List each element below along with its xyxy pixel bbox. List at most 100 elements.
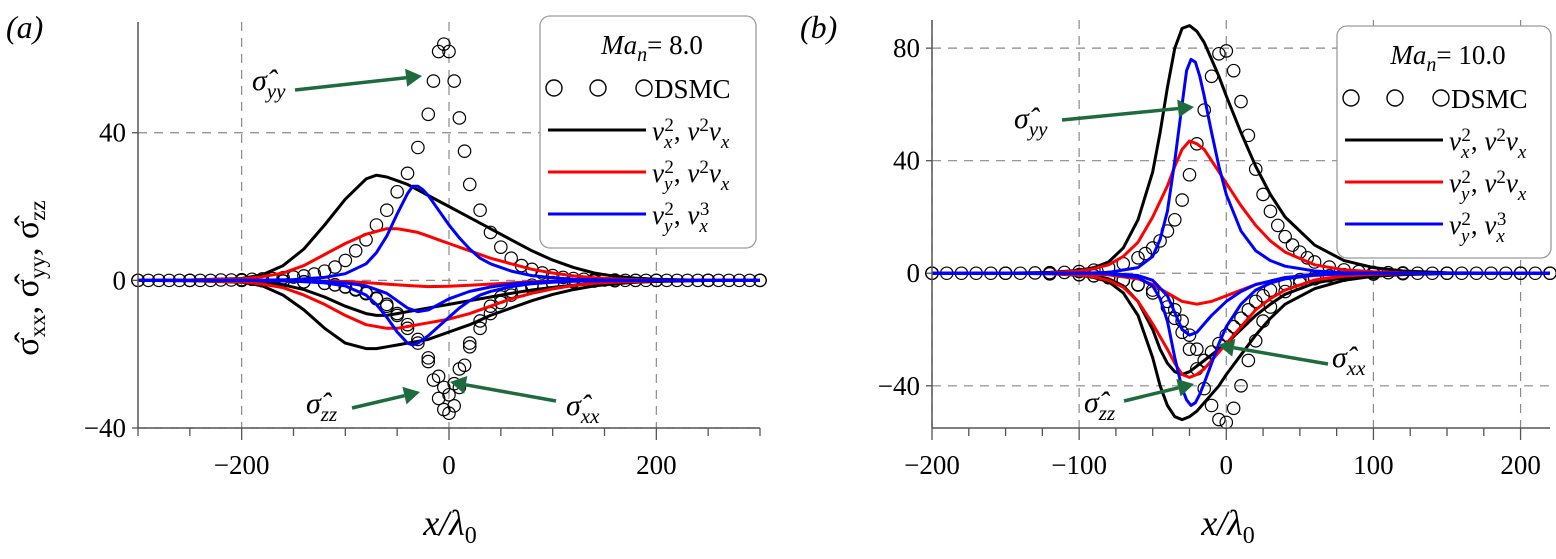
dsmc-point [400, 166, 415, 181]
series-line-yy [932, 139, 1550, 275]
annotation-label: σ̂yy [1014, 102, 1048, 141]
dsmc-point [1219, 44, 1234, 58]
x-tick-label: −100 [1051, 450, 1107, 480]
legend-box [539, 15, 757, 249]
y-tick-label: 80 [893, 33, 920, 63]
dsmc-point [1212, 412, 1226, 427]
annotation-arrow [465, 383, 557, 403]
legend-entry-1: vx2, v2vx [1345, 125, 1527, 163]
x-tick-label: −200 [214, 450, 270, 480]
dsmc-point [1270, 218, 1285, 233]
annotation-arrowhead [1218, 338, 1236, 357]
dsmc-point [1167, 212, 1182, 227]
legend-marker [545, 79, 563, 97]
dsmc-point [328, 260, 342, 274]
annotation-sigma-xx: σ̂xx [1218, 338, 1366, 380]
series-line-yy [137, 173, 760, 282]
dsmc-point [1212, 46, 1226, 61]
legend-marker [635, 79, 653, 97]
legend-marker [1432, 89, 1450, 107]
dsmc-point [431, 44, 446, 59]
y-tick-label: −40 [878, 371, 920, 401]
legend-title: Man= 10.0 [1389, 40, 1505, 76]
legend-entry-3: vy2, vx3 [548, 199, 709, 237]
dsmc-point [1182, 328, 1197, 342]
dsmc-series-xx [925, 266, 1556, 368]
series-line-xx [932, 271, 1550, 376]
y-tick-label: 0 [907, 258, 921, 288]
dsmc-point [379, 299, 394, 313]
dsmc-point [452, 111, 467, 125]
annotation-arrowhead [1176, 379, 1194, 397]
dsmc-point [379, 203, 394, 218]
panel-a-axes: −200 0 200 −40 0 40 [84, 22, 761, 480]
legend-label: vx2, v2vx [1449, 125, 1527, 163]
y-tick-label: −40 [84, 413, 126, 443]
dsmc-point [1175, 193, 1189, 207]
panel-b: (b) −200 −100 0 100 200 −40 0 40 80 σ̂yy σ̂xx σ̂zz… [800, 9, 1556, 549]
dsmc-point [426, 74, 441, 88]
series-line-xx [138, 278, 760, 314]
panel-b-series [925, 24, 1556, 430]
annotation-label: σ̂xx [1332, 341, 1366, 380]
annotation-label: σ̂yy [252, 64, 286, 103]
dsmc-point [1190, 342, 1204, 357]
legend-label: DSMC [654, 74, 731, 104]
annotation-arrow [1061, 106, 1179, 122]
dsmc-point [421, 354, 436, 369]
panel-a-x-axis-label: x/λ0 [422, 503, 477, 549]
dsmc-point [473, 321, 487, 336]
legend-box [1336, 25, 1552, 259]
panel-b-annotations: σ̂yy σ̂xx σ̂zz [1014, 99, 1366, 425]
panel-b-x-axis-label: x/λ0 [1200, 503, 1255, 549]
dsmc-point [447, 74, 461, 88]
legend-entry-3: vy2, vx3 [1345, 209, 1506, 247]
dsmc-point [437, 37, 451, 51]
dsmc-point [473, 314, 487, 328]
legend-label: vy2, v2vx [1449, 167, 1527, 205]
dsmc-point [421, 351, 436, 365]
dsmc-point [1278, 229, 1292, 244]
panel-a-label: (a) [6, 9, 43, 45]
legend-label: vy2, vx3 [652, 199, 709, 237]
dsmc-point [1263, 204, 1278, 219]
legend-label: vy2, v2vx [652, 157, 730, 195]
annotation-label: σ̂zz [306, 387, 337, 426]
annotation-sigma-yy: σ̂yy [1014, 99, 1194, 141]
annotation-sigma-zz: σ̂zz [306, 386, 420, 426]
dsmc-point [1226, 401, 1241, 416]
dsmc-point [1182, 342, 1197, 357]
panel-a: (a) −200 0 200 −40 0 40 σ̂yy σ̂zz σ̂xx Man= 8.0… [6, 9, 767, 549]
dsmc-point [1285, 238, 1300, 252]
dsmc-point [390, 184, 404, 199]
annotation-label: σ̂zz [1084, 386, 1115, 425]
legend-marker [589, 79, 607, 97]
annotation-sigma-xx: σ̂xx [450, 376, 600, 428]
dsmc-point [494, 240, 508, 254]
dsmc-series-zz [925, 266, 1556, 430]
y-tick-label: 40 [893, 146, 920, 176]
legend-marker [1386, 89, 1404, 107]
annotation-arrow [1233, 345, 1329, 366]
dsmc-point [442, 406, 456, 421]
x-tick-label: 200 [1500, 450, 1541, 480]
panel-b-legend: Man= 10.0 DSMC vx2, v2vx vy2, v2vx vy2, vx3 [1336, 25, 1552, 259]
legend-entry-2: vy2, v2vx [1345, 167, 1527, 205]
dsmc-point [1197, 103, 1212, 117]
dsmc-point [431, 391, 446, 406]
annotation-arrowhead [405, 68, 422, 87]
panel-b-label: (b) [800, 9, 837, 45]
panel-a-series [131, 37, 767, 421]
dsmc-point [1234, 378, 1248, 393]
legend-label: vy2, vx3 [1449, 209, 1506, 247]
dsmc-point [348, 244, 363, 258]
y-tick-label: 40 [99, 118, 126, 148]
annotation-arrow [1123, 386, 1179, 403]
panel-a-legend: Man= 8.0 DSMC vx2, v2vx vy2, v2vx vy2, vx3 [539, 15, 757, 249]
dsmc-point [483, 299, 498, 313]
series-line-yy [932, 57, 1550, 275]
panel-b-axes: −200 −100 0 100 200 −40 0 40 80 [878, 20, 1550, 480]
x-tick-label: −200 [904, 450, 960, 480]
legend-entry-0: DSMC [1342, 84, 1528, 114]
